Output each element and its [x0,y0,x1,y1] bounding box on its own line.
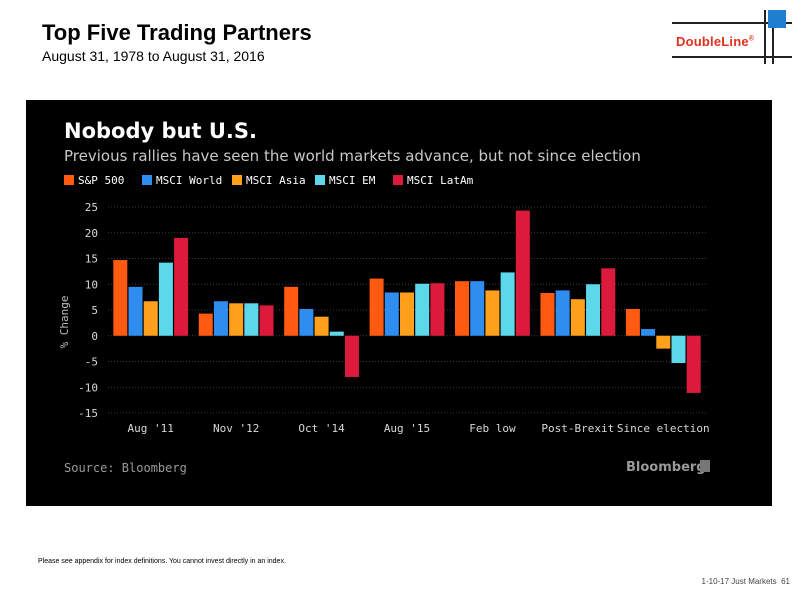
page-title: Top Five Trading Partners [42,20,312,45]
y-tick-label: 15 [85,253,98,266]
logo-rule-bottom [672,56,792,58]
y-tick-label: 5 [91,304,98,317]
legend-label-msci-latam: MSCI LatAm [407,174,474,187]
bar-msci-latam-post-brexit [601,268,616,336]
y-axis-ticks: 25 20 15 10 5 0 -5 -10 -15 [78,201,98,420]
logo-wordmark: DoubleLine® [676,34,755,49]
legend-label-msci-world: MSCI World [156,174,222,187]
bar-chart: Nobody but U.S. Previous rallies have se… [58,119,710,475]
bar-msci-world-aug-15 [384,292,399,336]
bloomberg-brand: Bloomberg [626,460,706,475]
bar-s-p-500-nov-12 [198,313,213,336]
x-tick-label: Aug '11 [128,422,174,435]
bloomberg-icon [700,460,710,472]
legend-label-s-p-500: S&P 500 [78,174,124,187]
bar-msci-world-nov-12 [213,301,228,336]
legend-label-msci-em: MSCI EM [329,174,376,187]
chart-subtitle: Previous rallies have seen the world mar… [64,147,641,165]
bar-msci-em-oct-14 [329,331,344,336]
y-tick-label: -10 [78,381,98,394]
x-tick-label: Aug '15 [384,422,430,435]
logo-blue-square [768,10,786,28]
bar-msci-em-nov-12 [244,303,259,336]
bar-msci-world-post-brexit [555,290,570,336]
chart-source: Source: Bloomberg [64,461,187,475]
legend-swatch-s-p-500 [64,175,74,185]
bar-msci-latam-oct-14 [344,335,359,377]
x-tick-label: Nov '12 [213,422,259,435]
legend-label-msci-asia: MSCI Asia [246,174,306,187]
x-tick-label: Oct '14 [298,422,345,435]
bar-msci-asia-aug-15 [400,292,414,336]
bar-msci-world-aug-11 [128,286,143,336]
bar-msci-asia-feb-low [485,290,500,336]
bar-msci-latam-since-election [686,335,701,393]
legend-swatch-msci-latam [393,175,403,185]
chart-title: Nobody but U.S. [64,119,257,143]
bar-msci-em-feb-low [500,272,515,336]
bar-s-p-500-oct-14 [284,286,299,336]
legend-swatch-msci-asia [232,175,242,185]
chart-legend: S&P 500 MSCI World MSCI Asia MSCI EM MSCI La… [64,174,474,187]
page-subtitle: August 31, 1978 to August 31, 2016 [42,48,265,64]
bar-msci-asia-nov-12 [229,303,244,336]
bar-msci-world-oct-14 [299,308,314,336]
x-tick-label: Post-Brexit [541,422,614,435]
bar-msci-world-since-election [641,329,656,336]
y-axis-label: % Change [58,296,71,349]
bar-msci-em-aug-15 [415,283,430,336]
y-tick-label: -15 [78,407,98,420]
bar-msci-asia-since-election [656,335,671,349]
logo-rule-left [764,10,766,64]
y-tick-label: 10 [85,278,98,291]
doubleline-logo: DoubleLine® [672,10,792,64]
bar-msci-latam-aug-15 [430,283,445,336]
bar-msci-asia-post-brexit [570,299,585,336]
legend-swatch-msci-em [315,175,325,185]
x-tick-label: Feb low [469,422,516,435]
y-tick-label: 0 [91,330,98,343]
y-tick-label: -5 [85,356,98,369]
bar-s-p-500-since-election [625,308,640,336]
y-tick-label: 20 [85,227,98,240]
bar-msci-em-aug-11 [158,262,173,336]
legend-swatch-msci-world [142,175,152,185]
bar-s-p-500-aug-15 [369,278,384,336]
bar-s-p-500-post-brexit [540,293,555,336]
bar-msci-latam-feb-low [515,210,530,336]
x-tick-label: Since election [617,422,710,435]
logo-rule-top [672,22,792,24]
x-axis-ticks: Aug '11 Nov '12 Oct '14 Aug '15 Feb low Post-… [128,422,710,435]
chart-bars [113,210,701,393]
logo-rule-right [772,10,774,64]
bar-msci-asia-oct-14 [314,316,329,336]
chart-panel: Nobody but U.S. Previous rallies have se… [26,100,772,506]
bar-msci-latam-aug-11 [174,237,189,336]
bar-msci-em-post-brexit [586,284,601,336]
bar-msci-latam-nov-12 [259,305,274,336]
y-tick-label: 25 [85,201,98,214]
bar-msci-world-feb-low [470,281,485,336]
disclaimer: Please see appendix for index definition… [38,558,286,565]
bar-s-p-500-feb-low [455,281,470,336]
bar-msci-asia-aug-11 [143,301,158,336]
page-number: 1-10-17 Just Markets 61 [701,577,791,586]
bar-s-p-500-aug-11 [113,260,128,336]
bar-msci-em-since-election [671,335,686,364]
